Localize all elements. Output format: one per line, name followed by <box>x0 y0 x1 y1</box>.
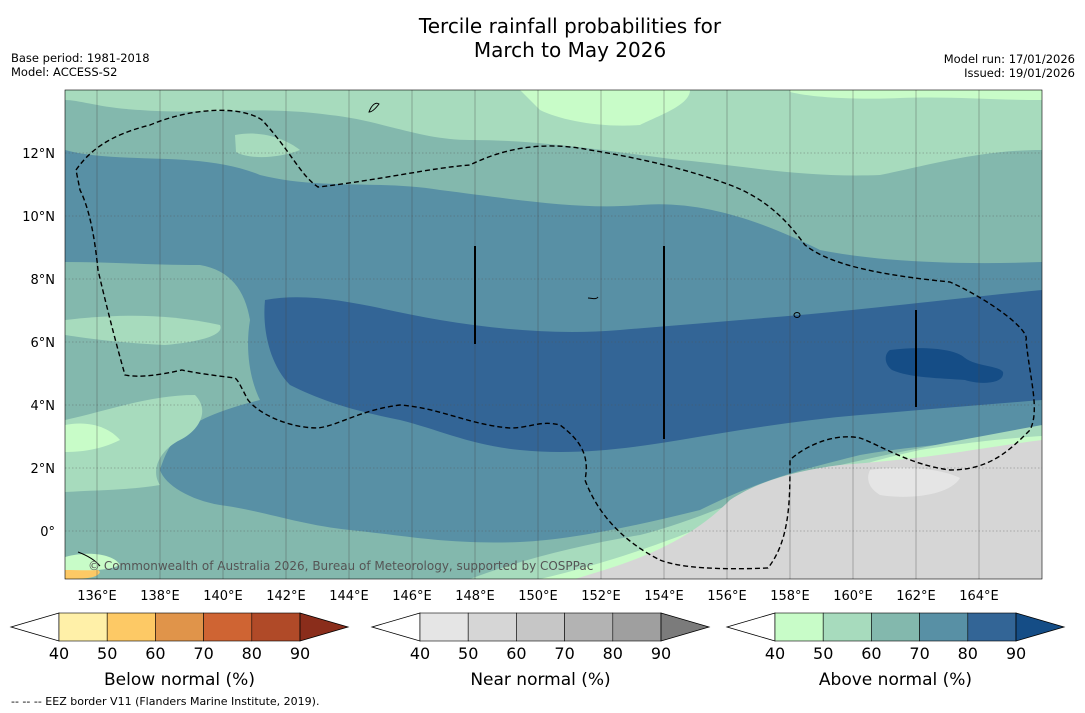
colorbar-swatch <box>564 612 614 642</box>
colorbar-swatch <box>106 612 156 642</box>
lat-label: 2°N <box>31 462 56 477</box>
colorbar-swatch <box>516 612 565 642</box>
colorbar-swatch <box>919 612 969 642</box>
lat-label: 12°N <box>22 147 55 162</box>
colorbar-tick-label: 90 <box>651 644 671 663</box>
colorbar-tick-label: 60 <box>506 644 526 663</box>
colorbar-tick-label: 90 <box>290 644 310 663</box>
colorbar-tick-label: 80 <box>603 644 623 663</box>
lat-label: 6°N <box>31 336 56 351</box>
colorbar-tick-label: 80 <box>242 644 262 663</box>
region-40-north-a <box>520 90 690 126</box>
colorbar-swatch <box>251 612 301 642</box>
region-40-north-b <box>790 90 1042 100</box>
map-frame <box>64 89 1043 580</box>
islands <box>77 102 801 567</box>
lon-label: 138°E <box>140 589 180 604</box>
model-run: Model run: 17/01/2026 <box>943 52 1075 66</box>
lon-label: 136°E <box>77 589 117 604</box>
colorbar-tick-label: 60 <box>861 644 881 663</box>
near-normal-40-patch <box>868 467 960 497</box>
region-40-corner <box>65 553 120 571</box>
colorbar-swatch <box>612 612 662 642</box>
colorbar-tick-label: 90 <box>1006 644 1026 663</box>
region-80 <box>264 290 1042 452</box>
colorbar-swatch <box>967 612 1017 642</box>
lon-label: 144°E <box>329 589 369 604</box>
lat-label: 8°N <box>31 273 56 288</box>
colorbar-swatch <box>467 612 517 642</box>
latitude-labels: 12°N 10°N 8°N 6°N 4°N 2°N 0° <box>22 147 55 540</box>
eez-border <box>75 109 1036 570</box>
colorbar-swatch <box>58 612 108 642</box>
title-line-2: March to May 2026 <box>473 38 667 62</box>
lon-label: 160°E <box>833 589 873 604</box>
lon-label: 156°E <box>707 589 747 604</box>
colorbar-tick-label: 40 <box>765 644 785 663</box>
colorbar-tick-label: 80 <box>958 644 978 663</box>
title-line-1: Tercile rainfall probabilities for <box>418 14 722 38</box>
colorbar-tick-label: 40 <box>410 644 430 663</box>
lon-label: 150°E <box>518 589 558 604</box>
region-50-north <box>65 90 1042 176</box>
lon-label: 158°E <box>770 589 810 604</box>
issued-date: Issued: 19/01/2026 <box>964 66 1075 80</box>
footnote: -- -- -- EEZ border V11 (Flanders Marine… <box>11 695 320 708</box>
colorbars: 40 50 60 70 80 90 Below normal (%) 40 50 60 70 80 90… <box>9 612 1066 690</box>
colorbar-extend-right <box>660 612 711 642</box>
lon-label: 146°E <box>392 589 432 604</box>
region-50-patch <box>235 133 300 158</box>
map-title: Tercile rainfall probabilities for March… <box>0 14 1085 62</box>
lat-label: 0° <box>40 525 55 540</box>
colorbar-tick-label: 70 <box>909 644 929 663</box>
colorbar-label: Near normal (%) <box>470 670 610 690</box>
lat-label: 10°N <box>22 210 55 225</box>
colorbar-label: Above normal (%) <box>819 670 972 690</box>
model-name: Model: ACCESS-S2 <box>11 65 118 79</box>
lon-label: 162°E <box>896 589 936 604</box>
colorbar-extend-right <box>299 612 350 642</box>
colorbar-tick-label: 50 <box>813 644 833 663</box>
colorbar-swatch <box>774 612 824 642</box>
lon-label: 152°E <box>581 589 621 604</box>
colorbar-tick-label: 60 <box>145 644 165 663</box>
colorbar-1: 40 50 60 70 80 90 Near normal (%) <box>370 612 711 690</box>
colorbar-2: 40 50 60 70 80 90 Above normal (%) <box>725 612 1066 690</box>
lon-label: 140°E <box>203 589 243 604</box>
probability-map <box>65 90 1042 579</box>
region-50-west-b <box>65 395 203 492</box>
colorbar-extend-left <box>725 612 776 642</box>
colorbar-tick-label: 70 <box>193 644 213 663</box>
lat-label: 4°N <box>31 399 56 414</box>
eez-solid-segments <box>474 246 917 439</box>
colorbar-tick-label: 50 <box>458 644 478 663</box>
colorbar-extend-left <box>9 612 60 642</box>
lon-label: 154°E <box>644 589 684 604</box>
copyright-text: © Commonwealth of Australia 2026, Bureau… <box>88 559 593 573</box>
colorbar-tick-label: 40 <box>49 644 69 663</box>
longitude-labels: 136°E 138°E 140°E 142°E 144°E 146°E 148°… <box>77 589 999 604</box>
lon-label: 142°E <box>266 589 306 604</box>
meta-right: Model run: 17/01/2026 Issued: 19/01/2026 <box>944 52 1075 80</box>
colorbar-label: Below normal (%) <box>104 670 255 690</box>
region-50-west-a <box>65 315 221 345</box>
colorbar-extend-right <box>1015 612 1066 642</box>
colorbar-swatch <box>419 612 469 642</box>
colorbar-tick-label: 70 <box>554 644 574 663</box>
base-period: Base period: 1981-2018 <box>11 51 150 65</box>
region-40-west <box>65 423 120 452</box>
colorbar-extend-left <box>370 612 421 642</box>
colorbar-tick-label: 50 <box>97 644 117 663</box>
colorbar-swatch <box>203 612 253 642</box>
lon-label: 164°E <box>959 589 999 604</box>
colorbar-swatch <box>871 612 920 642</box>
colorbar-swatch <box>155 612 204 642</box>
meta-left: Base period: 1981-2018 Model: ACCESS-S2 <box>11 51 150 79</box>
lon-label: 148°E <box>455 589 495 604</box>
colorbar-swatch <box>822 612 872 642</box>
colorbar-0: 40 50 60 70 80 90 Below normal (%) <box>9 612 350 690</box>
